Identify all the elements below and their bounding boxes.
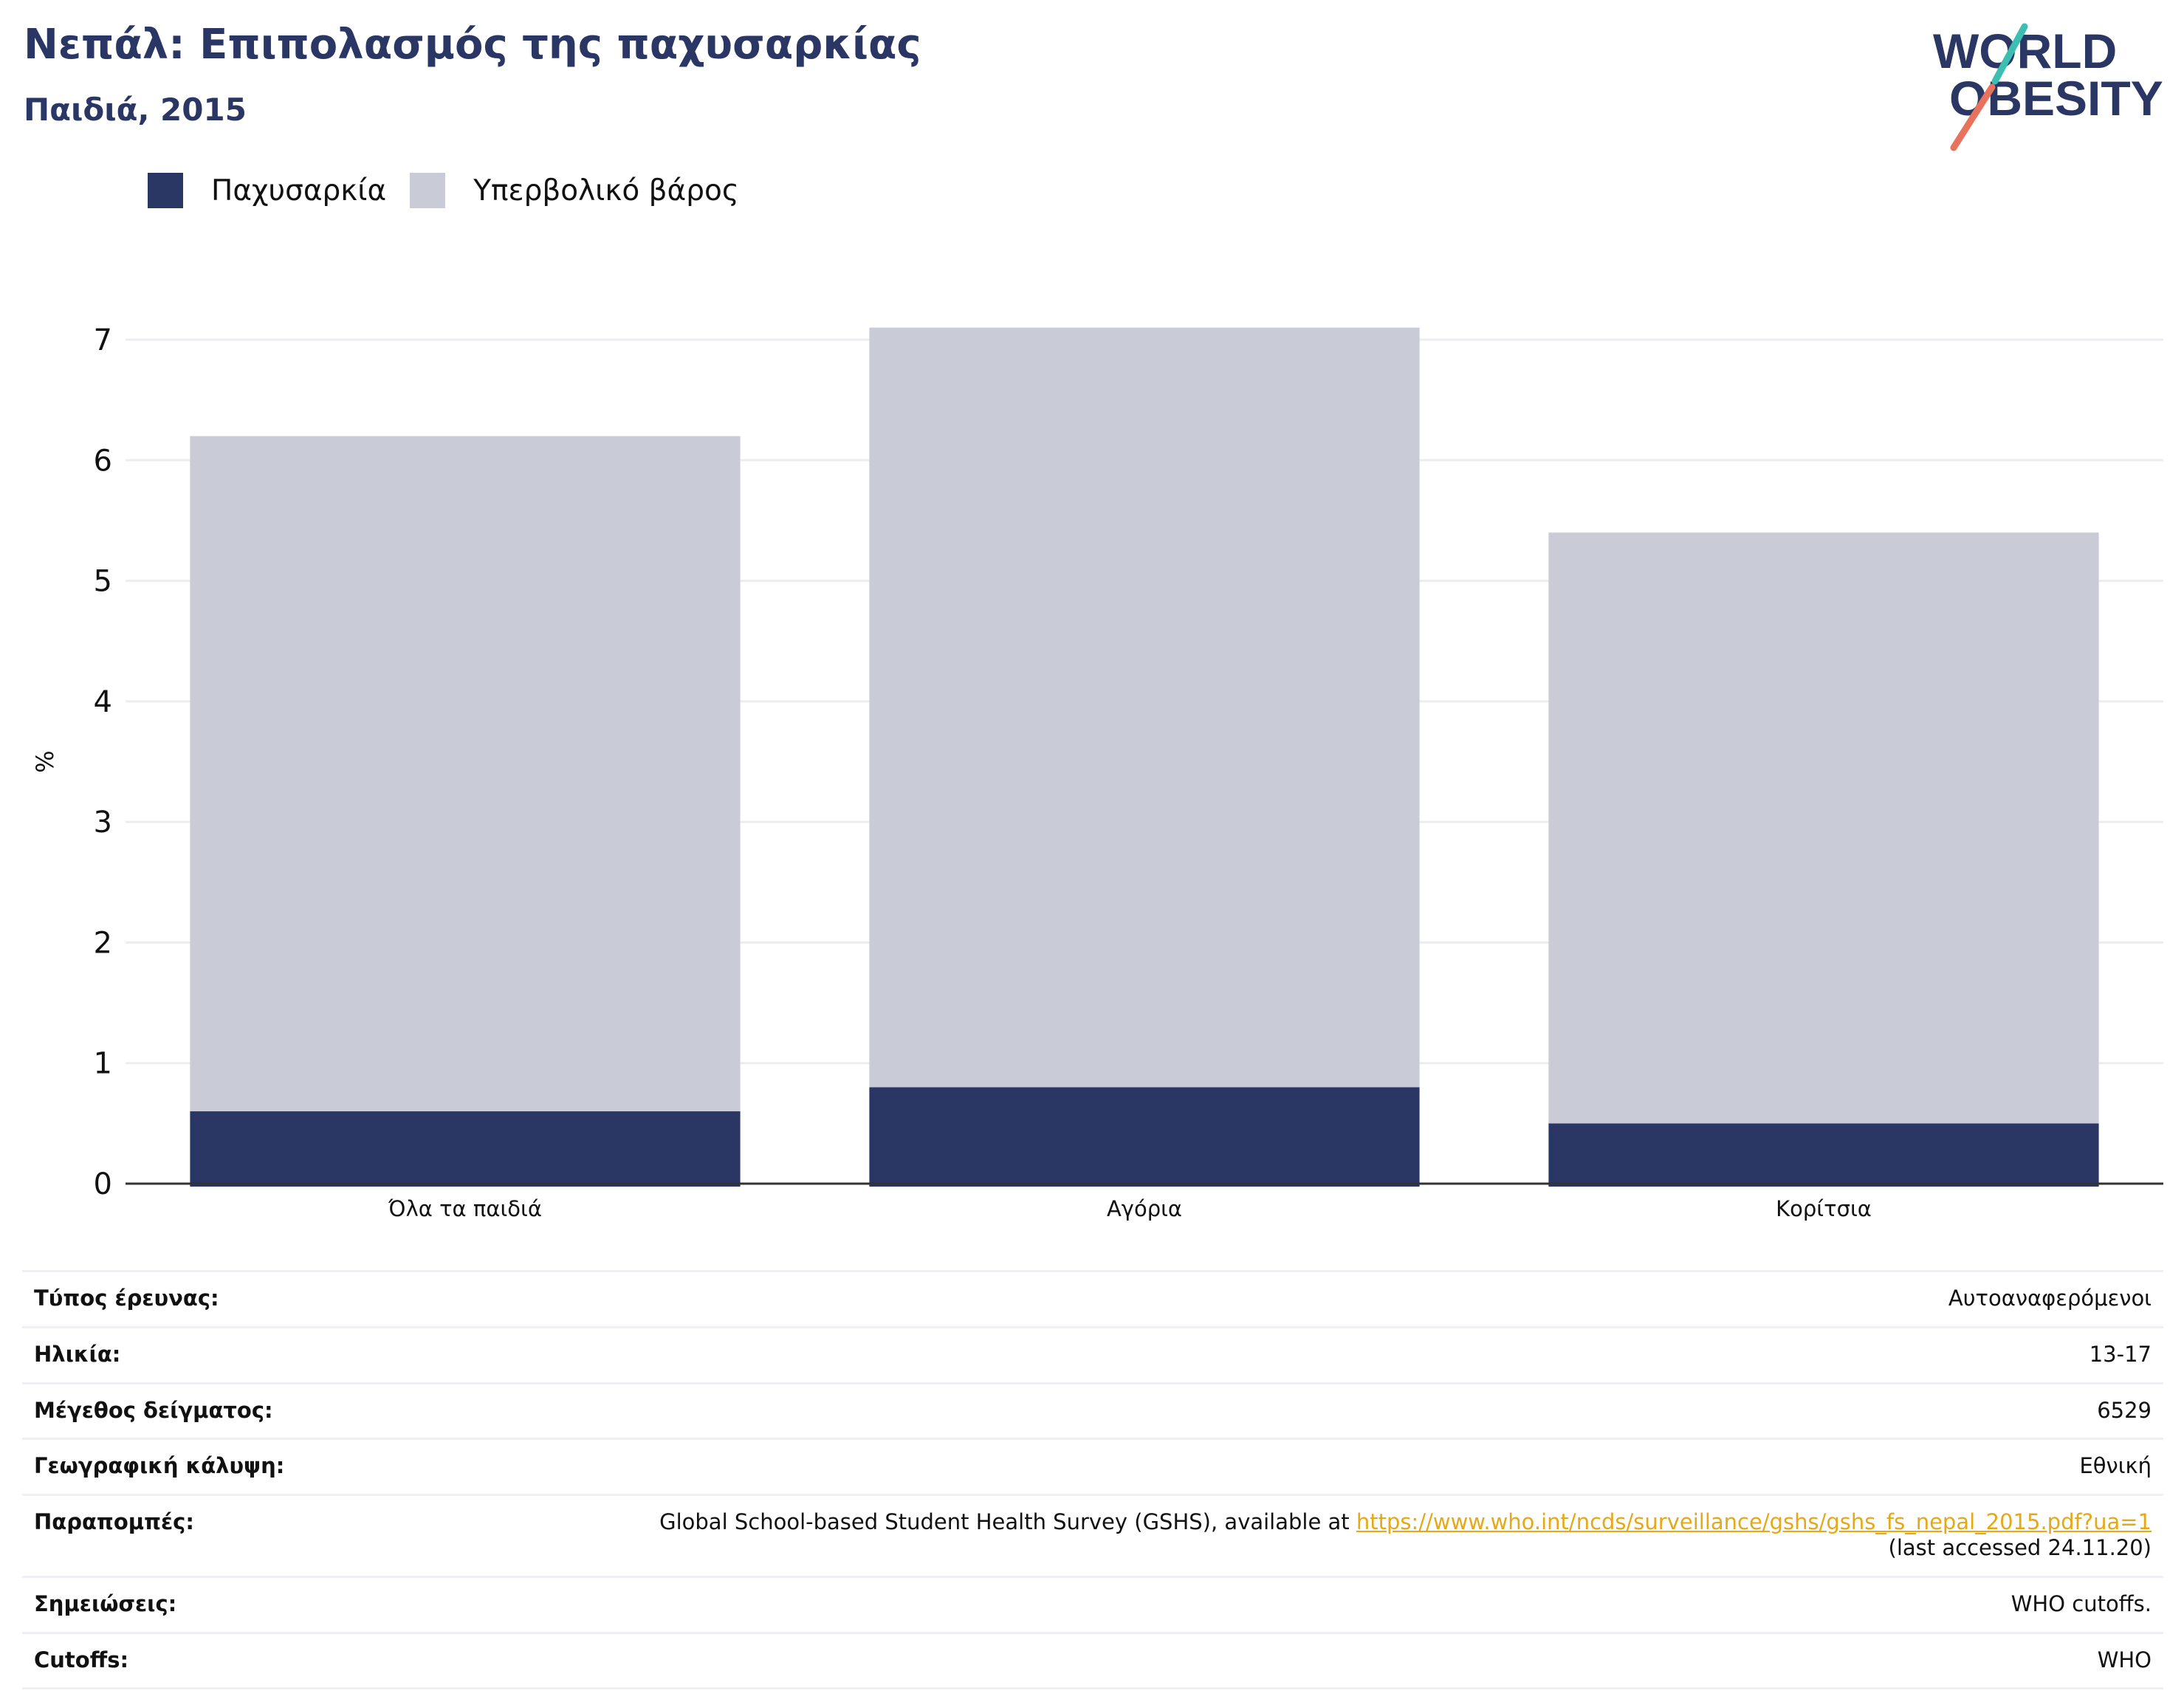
stacked-bar-chart: 0 1 2 3 4 5 6 7% Όλα τα παιδιά Αγόρια Κορίτσια — [31, 323, 2163, 1221]
bar-overweight — [869, 327, 1420, 1088]
info-value: 6529 — [2097, 1397, 2152, 1423]
logo-slash-coral — [1950, 83, 1996, 151]
info-value: WHO cutoffs. — [2010, 1591, 2152, 1616]
info-row-notes: Σημειώσεις: WHO cutoffs. — [22, 1578, 2163, 1634]
world-obesity-logo: WORLD OBESITY — [1933, 23, 2163, 151]
info-row-cutoffs: Cutoffs: WHO — [22, 1634, 2163, 1690]
legend-item-overweight: Υπερβολικό βάρος — [410, 173, 739, 208]
info-row-references: Παραπομπές: Global School-based Student … — [22, 1496, 2163, 1578]
legend-item-obesity: Παχυσαρκία — [148, 173, 386, 208]
legend-label-obesity: Παχυσαρκία — [211, 174, 387, 207]
info-label: Παραπομπές: — [34, 1509, 194, 1535]
info-label: Τύπος έρευνας: — [34, 1286, 219, 1311]
bar-overweight — [1548, 532, 2099, 1124]
info-row-survey-type: Τύπος έρευνας: Αυτοαναφερόμενοι — [22, 1272, 2163, 1328]
info-row-age: Ηλικία: 13-17 — [22, 1328, 2163, 1384]
y-tick-label: 3 — [94, 806, 112, 840]
y-tick-label: 7 — [94, 323, 112, 357]
info-label: Ηλικία: — [34, 1341, 121, 1367]
x-tick-label: Κορίτσια — [1776, 1196, 1872, 1221]
y-tick-label: 4 — [94, 685, 112, 719]
info-label: Cutoffs: — [34, 1647, 129, 1672]
survey-info-table: Τύπος έρευνας: Αυτοαναφερόμενοι Ηλικία: … — [22, 1270, 2163, 1690]
x-tick-label: Όλα τα παιδιά — [388, 1196, 542, 1221]
logo-word-world: WORLD — [1933, 24, 2117, 78]
references-value: Global School-based Student Health Surve… — [659, 1509, 2152, 1561]
info-label: Σημειώσεις: — [34, 1591, 177, 1616]
info-value: Αυτοαναφερόμενοι — [1948, 1286, 2152, 1311]
legend-swatch-overweight — [410, 173, 446, 208]
y-tick-label: 2 — [94, 926, 112, 960]
chart-title: Νεπάλ: Επιπολασμός της παχυσαρκίας — [24, 21, 921, 69]
legend-label-overweight: Υπερβολικό βάρος — [473, 174, 739, 207]
y-tick-label: 6 — [94, 444, 112, 478]
bar-obesity — [190, 1111, 741, 1187]
info-row-coverage: Γεωγραφική κάλυψη: Εθνική — [22, 1440, 2163, 1497]
y-tick-label: 1 — [94, 1047, 112, 1081]
info-value: Εθνική — [2079, 1453, 2152, 1479]
references-link[interactable]: https://www.who.int/ncds/surveillance/gs… — [1356, 1509, 2152, 1535]
bar-overweight — [190, 436, 741, 1112]
x-tick-label: Αγόρια — [1107, 1196, 1182, 1221]
bar-obesity — [869, 1087, 1420, 1187]
info-label: Γεωγραφική κάλυψη: — [34, 1453, 285, 1479]
y-axis-label: % — [31, 750, 59, 772]
chart-legend: Παχυσαρκία Υπερβολικό βάρος — [148, 170, 763, 211]
logo-slash-teal — [1991, 23, 2028, 85]
references-accessed: (last accessed 24.11.20) — [1888, 1534, 2152, 1560]
chart-subtitle: Παιδιά, 2015 — [24, 92, 247, 128]
bar-obesity — [1548, 1123, 2099, 1187]
legend-swatch-obesity — [148, 173, 183, 208]
info-value: WHO — [2097, 1647, 2152, 1672]
references-text: Global School-based Student Health Surve… — [659, 1509, 1356, 1535]
info-label: Μέγεθος δείγματος: — [34, 1397, 273, 1423]
info-row-sample-size: Μέγεθος δείγματος: 6529 — [22, 1384, 2163, 1441]
y-tick-label: 5 — [94, 565, 112, 599]
info-value: 13-17 — [2089, 1341, 2152, 1367]
y-tick-label: 0 — [94, 1167, 112, 1201]
